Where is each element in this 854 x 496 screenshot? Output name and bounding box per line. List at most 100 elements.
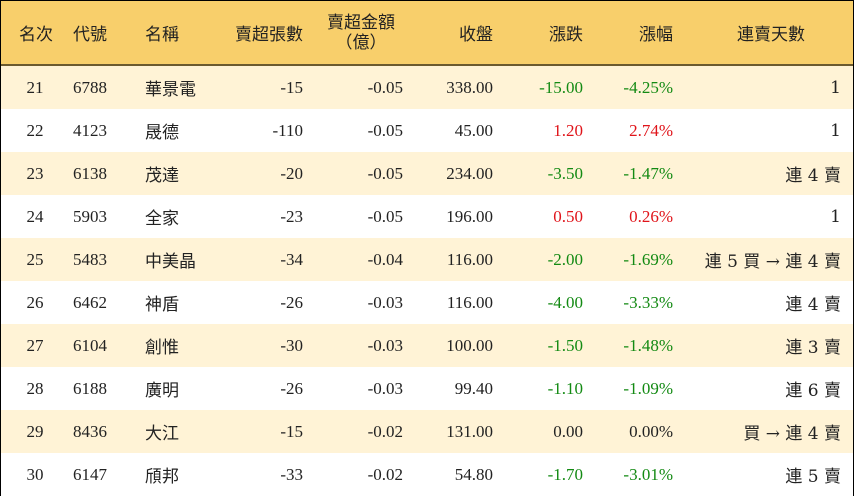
sell-streak-cell: 1: [830, 120, 841, 141]
rank-cell: 30: [26, 464, 44, 484]
change-cell: 0.00: [553, 421, 583, 441]
rank-cell: 25: [26, 249, 44, 269]
sell-streak-cell: 買 → 連 4 賣: [743, 424, 841, 444]
net-sell-shares-cell: -23: [280, 206, 303, 226]
net-sell-amount-cell: -0.03: [367, 292, 403, 312]
header-name: 名稱: [145, 25, 179, 45]
net-sell-shares-cell: -15: [280, 77, 303, 97]
name-cell: 華景電: [145, 80, 196, 100]
code-cell: 6138: [73, 163, 107, 183]
code-cell: 6188: [73, 378, 107, 398]
name-cell: 廣明: [145, 381, 179, 401]
change-cell: -1.70: [547, 464, 583, 484]
net-sell-amount-cell: -0.02: [367, 464, 403, 484]
change-cell: 1.20: [553, 120, 583, 140]
code-cell: 6788: [73, 77, 107, 97]
sell-streak-cell: 連 5 賣: [785, 467, 841, 487]
name-cell: 神盾: [145, 295, 179, 315]
header-net-sell-amount-label: 賣超金額: [327, 12, 395, 33]
change-pct-cell: -1.48%: [623, 335, 673, 355]
sell-streak-cell: 連 4 賣: [785, 166, 841, 186]
change-pct-cell: -1.69%: [623, 249, 673, 269]
rank-cell: 27: [26, 335, 44, 355]
header-net-sell-shares: 賣超張數: [235, 25, 303, 45]
table-row: 23 6138 茂達 -20 -0.05 234.00 -3.50 -1.47% 連 4 賣: [1, 152, 853, 195]
change-cell: -1.50: [547, 335, 583, 355]
table-row: 22 4123 晟德 -110 -0.05 45.00 1.20 2.74% 1: [1, 109, 853, 152]
close-price-cell: 54.80: [454, 464, 493, 484]
change-pct-cell: 0.00%: [629, 421, 673, 441]
table-header: 名次 代號 名稱 賣超張數 賣超金額 （億） 收盤 漲跌 漲幅 連賣天數: [1, 1, 853, 66]
net-sell-amount-cell: -0.05: [367, 206, 403, 226]
net-sell-shares-cell: -15: [280, 421, 303, 441]
code-cell: 4123: [73, 120, 107, 140]
change-pct-cell: -4.25%: [623, 77, 673, 97]
net-sell-shares-cell: -110: [272, 120, 303, 140]
change-cell: -2.00: [547, 249, 583, 269]
table-row: 24 5903 全家 -23 -0.05 196.00 0.50 0.26% 1: [1, 195, 853, 238]
rank-cell: 21: [26, 77, 44, 97]
sell-streak-cell: 連 5 買 → 連 4 賣: [704, 252, 841, 272]
code-cell: 8436: [73, 421, 107, 441]
sell-streak-cell: 1: [830, 77, 841, 98]
close-price-cell: 234.00: [446, 163, 493, 183]
table-row: 21 6788 華景電 -15 -0.05 338.00 -15.00 -4.25% 1: [1, 66, 853, 109]
table-row: 29 8436 大江 -15 -0.02 131.00 0.00 0.00% 買 → 連 4 賣: [1, 410, 853, 453]
name-cell: 茂達: [145, 166, 179, 186]
change-pct-cell: -3.33%: [623, 292, 673, 312]
name-cell: 創惟: [145, 338, 179, 358]
net-sell-amount-cell: -0.05: [367, 77, 403, 97]
net-sell-shares-cell: -33: [280, 464, 303, 484]
net-sell-shares-cell: -30: [280, 335, 303, 355]
header-rank: 名次: [19, 25, 53, 45]
rank-cell: 28: [26, 378, 44, 398]
rank-cell: 26: [26, 292, 44, 312]
close-price-cell: 196.00: [446, 206, 493, 226]
code-cell: 6147: [73, 464, 107, 484]
change-pct-cell: 2.74%: [629, 120, 673, 140]
code-cell: 5483: [73, 249, 107, 269]
name-cell: 頎邦: [145, 467, 179, 487]
close-price-cell: 116.00: [446, 249, 493, 269]
name-cell: 中美晶: [145, 252, 196, 272]
header-change: 漲跌: [549, 25, 583, 45]
net-sell-amount-cell: -0.05: [367, 163, 403, 183]
sell-streak-cell: 連 6 賣: [785, 381, 841, 401]
name-cell: 大江: [145, 424, 179, 444]
header-close: 收盤: [459, 25, 493, 45]
code-cell: 6104: [73, 335, 107, 355]
header-net-sell-amount: 賣超金額 （億）: [319, 1, 403, 64]
close-price-cell: 338.00: [446, 77, 493, 97]
close-price-cell: 116.00: [446, 292, 493, 312]
close-price-cell: 100.00: [446, 335, 493, 355]
name-cell: 晟德: [145, 123, 179, 143]
header-code: 代號: [73, 25, 107, 45]
sell-streak-cell: 1: [830, 206, 841, 227]
change-cell: -3.50: [547, 163, 583, 183]
net-sell-shares-cell: -26: [280, 378, 303, 398]
close-price-cell: 45.00: [454, 120, 493, 140]
change-pct-cell: -1.09%: [623, 378, 673, 398]
rank-cell: 29: [26, 421, 44, 441]
header-sell-streak-days: 連賣天數: [737, 25, 805, 45]
rank-cell: 22: [26, 120, 44, 140]
name-cell: 全家: [145, 209, 179, 229]
change-pct-cell: 0.26%: [629, 206, 673, 226]
close-price-cell: 99.40: [454, 378, 493, 398]
rank-cell: 23: [26, 163, 44, 183]
change-cell: -4.00: [547, 292, 583, 312]
net-sell-shares-cell: -20: [280, 163, 303, 183]
change-cell: -15.00: [539, 77, 583, 97]
table-row: 26 6462 神盾 -26 -0.03 116.00 -4.00 -3.33% 連 4 賣: [1, 281, 853, 324]
header-change-pct: 漲幅: [639, 25, 673, 45]
net-sell-amount-cell: -0.04: [367, 249, 403, 269]
table-row: 28 6188 廣明 -26 -0.03 99.40 -1.10 -1.09% 連 6 賣: [1, 367, 853, 410]
code-cell: 5903: [73, 206, 107, 226]
change-cell: -1.10: [547, 378, 583, 398]
header-net-sell-amount-unit: （億）: [335, 32, 387, 53]
net-sell-amount-cell: -0.05: [367, 120, 403, 140]
change-cell: 0.50: [553, 206, 583, 226]
table-row: 27 6104 創惟 -30 -0.03 100.00 -1.50 -1.48% 連 3 賣: [1, 324, 853, 367]
net-sell-shares-cell: -34: [280, 249, 303, 269]
